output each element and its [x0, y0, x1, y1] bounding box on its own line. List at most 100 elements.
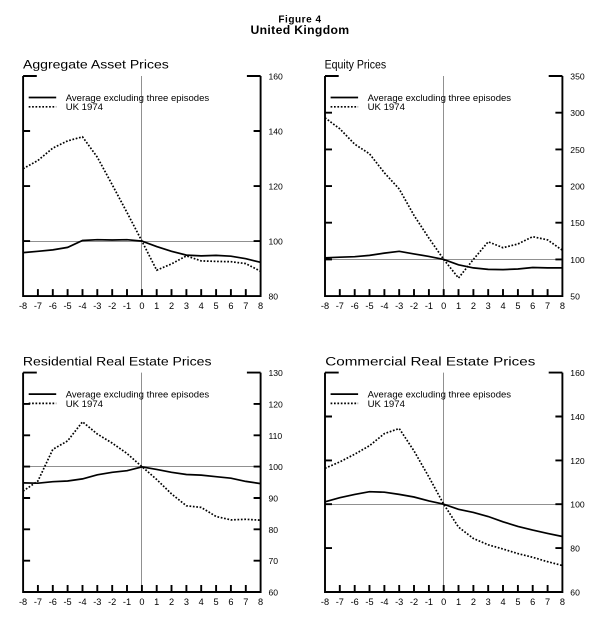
svg-text:0: 0 [139, 301, 144, 311]
svg-text:-4: -4 [380, 301, 388, 311]
svg-text:3: 3 [184, 597, 189, 607]
svg-text:100: 100 [269, 237, 284, 247]
svg-text:160: 160 [570, 368, 585, 378]
svg-text:2: 2 [471, 597, 476, 607]
svg-text:200: 200 [570, 182, 585, 192]
svg-text:UK 1974: UK 1974 [66, 102, 104, 113]
svg-text:6: 6 [530, 301, 535, 311]
svg-text:-8: -8 [19, 301, 27, 311]
svg-text:1: 1 [154, 301, 159, 311]
svg-text:-1: -1 [123, 301, 131, 311]
svg-text:6: 6 [228, 301, 233, 311]
svg-text:120: 120 [269, 182, 284, 192]
svg-text:UK 1974: UK 1974 [66, 399, 104, 410]
svg-text:100: 100 [269, 462, 284, 472]
svg-text:-7: -7 [34, 597, 42, 607]
svg-text:60: 60 [570, 588, 580, 598]
svg-text:-5: -5 [64, 597, 72, 607]
svg-text:5: 5 [515, 597, 520, 607]
svg-text:-8: -8 [321, 301, 329, 311]
svg-text:-7: -7 [336, 301, 344, 311]
svg-text:7: 7 [243, 301, 248, 311]
svg-text:-5: -5 [365, 301, 373, 311]
svg-text:Average excluding three episod: Average excluding three episodes [66, 93, 210, 104]
svg-text:350: 350 [570, 72, 585, 82]
svg-text:80: 80 [269, 525, 279, 535]
svg-text:7: 7 [545, 597, 550, 607]
svg-text:-6: -6 [351, 597, 359, 607]
svg-text:1: 1 [154, 597, 159, 607]
svg-text:300: 300 [570, 108, 585, 118]
svg-text:2: 2 [169, 301, 174, 311]
svg-text:United Kingdom: United Kingdom [250, 23, 349, 37]
svg-text:120: 120 [570, 456, 585, 466]
svg-text:-3: -3 [93, 597, 101, 607]
svg-text:8: 8 [560, 301, 565, 311]
svg-text:2: 2 [471, 301, 476, 311]
svg-text:-3: -3 [395, 597, 403, 607]
svg-text:4: 4 [500, 301, 505, 311]
svg-text:3: 3 [486, 301, 491, 311]
svg-text:120: 120 [269, 399, 284, 409]
svg-text:-2: -2 [108, 301, 116, 311]
svg-text:160: 160 [269, 72, 284, 82]
svg-text:90: 90 [269, 494, 279, 504]
svg-text:4: 4 [199, 301, 204, 311]
svg-text:110: 110 [269, 431, 283, 441]
svg-text:-3: -3 [395, 301, 403, 311]
svg-text:0: 0 [441, 301, 446, 311]
svg-text:60: 60 [269, 588, 279, 598]
svg-text:Average excluding three episod: Average excluding three episodes [66, 390, 210, 401]
svg-text:5: 5 [515, 301, 520, 311]
svg-text:140: 140 [269, 127, 284, 137]
svg-text:-2: -2 [108, 597, 116, 607]
svg-text:1: 1 [456, 597, 461, 607]
svg-text:-1: -1 [425, 597, 433, 607]
svg-text:-1: -1 [123, 597, 131, 607]
svg-text:UK 1974: UK 1974 [368, 102, 406, 113]
svg-text:Equity Prices: Equity Prices [325, 58, 387, 72]
svg-text:0: 0 [139, 597, 144, 607]
svg-text:50: 50 [570, 292, 580, 302]
svg-text:70: 70 [269, 556, 279, 566]
svg-text:-4: -4 [78, 597, 86, 607]
svg-text:5: 5 [214, 301, 219, 311]
svg-text:Figure 4: Figure 4 [278, 14, 321, 25]
svg-text:Residential Real Estate Prices: Residential Real Estate Prices [23, 354, 212, 368]
svg-text:7: 7 [243, 597, 248, 607]
svg-text:8: 8 [258, 597, 263, 607]
svg-text:-2: -2 [410, 301, 418, 311]
svg-text:8: 8 [560, 597, 565, 607]
svg-text:6: 6 [228, 597, 233, 607]
svg-text:-1: -1 [425, 301, 433, 311]
svg-text:3: 3 [184, 301, 189, 311]
svg-text:8: 8 [258, 301, 263, 311]
svg-text:6: 6 [530, 597, 535, 607]
svg-text:7: 7 [545, 301, 550, 311]
svg-text:80: 80 [269, 292, 279, 302]
svg-text:4: 4 [199, 597, 204, 607]
svg-text:-8: -8 [19, 597, 27, 607]
svg-text:2: 2 [169, 597, 174, 607]
svg-text:0: 0 [441, 597, 446, 607]
svg-text:Commercial Real Estate Prices: Commercial Real Estate Prices [325, 354, 535, 368]
svg-text:-6: -6 [351, 301, 359, 311]
svg-text:-6: -6 [49, 301, 57, 311]
svg-text:100: 100 [570, 500, 585, 510]
svg-text:-7: -7 [336, 597, 344, 607]
svg-text:-4: -4 [380, 597, 388, 607]
svg-text:3: 3 [486, 597, 491, 607]
svg-text:-3: -3 [93, 301, 101, 311]
svg-text:1: 1 [456, 301, 461, 311]
svg-text:Average excluding three episod: Average excluding three episodes [368, 390, 512, 401]
svg-text:140: 140 [570, 412, 585, 422]
svg-text:150: 150 [570, 218, 585, 228]
svg-text:100: 100 [570, 255, 585, 265]
svg-text:-8: -8 [321, 597, 329, 607]
svg-text:5: 5 [214, 597, 219, 607]
svg-text:Average excluding three episod: Average excluding three episodes [368, 93, 512, 104]
svg-text:250: 250 [570, 145, 585, 155]
svg-text:4: 4 [500, 597, 505, 607]
svg-text:-4: -4 [78, 301, 86, 311]
svg-text:-5: -5 [64, 301, 72, 311]
